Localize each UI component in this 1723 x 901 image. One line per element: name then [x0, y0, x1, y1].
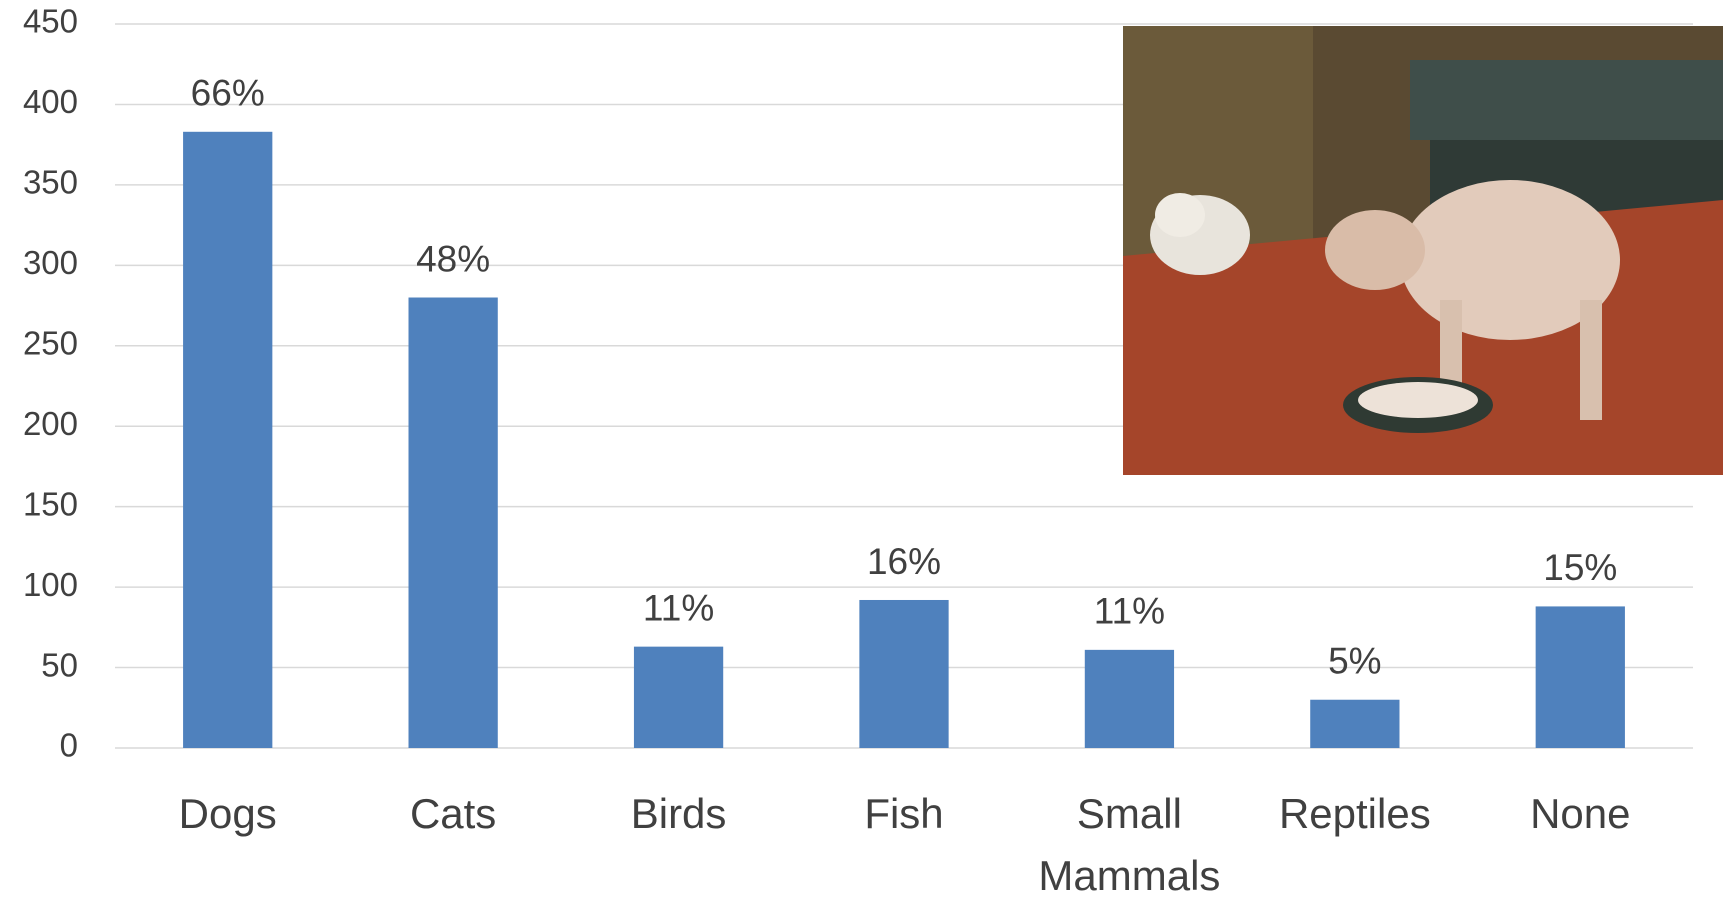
x-tick-label: Birds: [631, 790, 727, 837]
x-tick-label: Small Mammals: [1038, 790, 1220, 899]
data-label: 5%: [1328, 641, 1381, 682]
data-label: 66%: [191, 73, 265, 114]
bar: [408, 297, 498, 748]
x-tick-label: Fish: [864, 790, 943, 837]
x-tick-label: Cats: [410, 790, 496, 837]
y-tick-label: 50: [41, 646, 78, 683]
y-tick-label: 350: [23, 164, 78, 201]
y-tick-label: 300: [23, 244, 78, 281]
bar: [859, 599, 949, 748]
x-tick-label: None: [1530, 790, 1630, 837]
data-label: 11%: [1094, 591, 1165, 632]
bar: [1310, 699, 1400, 748]
data-label: 48%: [416, 238, 490, 279]
bar: [1535, 606, 1625, 748]
y-tick-label: 150: [23, 485, 78, 522]
y-tick-label: 100: [23, 566, 78, 603]
bar: [633, 646, 724, 748]
y-tick-label: 250: [23, 324, 78, 361]
y-tick-label: 200: [23, 405, 78, 442]
data-label: 11%: [643, 587, 714, 628]
bar: [183, 131, 273, 749]
y-tick-label: 400: [23, 83, 78, 120]
y-tick-label: 0: [60, 727, 78, 764]
data-label: 15%: [1543, 547, 1617, 588]
data-label: 16%: [867, 541, 941, 582]
painting: [1123, 26, 1723, 475]
x-tick-label: Reptiles: [1279, 790, 1431, 837]
bar: [1084, 649, 1175, 748]
x-tick-label: Dogs: [179, 790, 277, 837]
y-tick-label: 450: [23, 3, 78, 40]
